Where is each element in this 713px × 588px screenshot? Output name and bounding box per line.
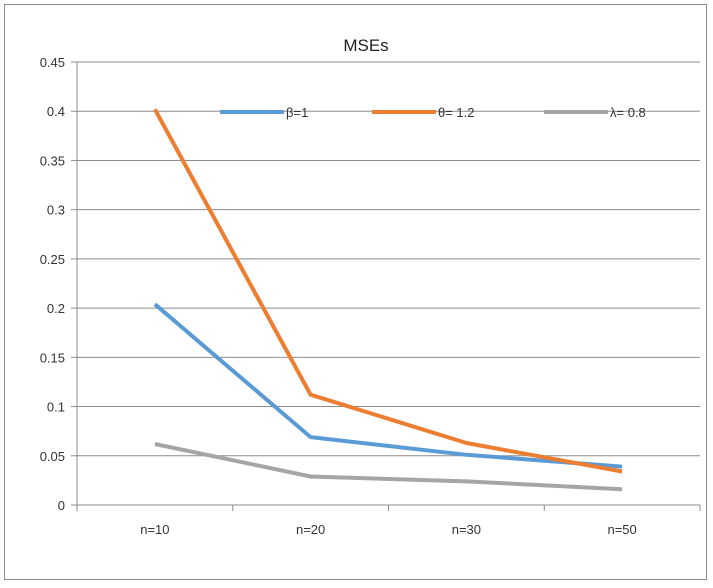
x-tick-labels: n=10 n=20 n=30 n=50 (140, 522, 637, 537)
legend: β=1 θ= 1.2 λ= 0.8 (220, 105, 646, 120)
series-lines (153, 108, 623, 492)
legend-label-2: θ= 1.2 (438, 105, 475, 120)
y-tick-label: 0 (58, 498, 65, 513)
legend-label-1: β=1 (286, 105, 308, 120)
y-tick-label: 0.4 (47, 104, 65, 119)
y-tick-label: 0.15 (40, 350, 65, 365)
y-tick-labels: 0 0.05 0.1 0.15 0.2 0.25 0.3 0.35 0.4 0.45 (40, 55, 65, 513)
x-tick-label: n=50 (607, 522, 636, 537)
x-tick-label: n=30 (452, 522, 481, 537)
y-tick-label: 0.35 (40, 153, 65, 168)
series-line-2 (153, 108, 623, 474)
axes (71, 61, 701, 511)
y-tick-label: 0.2 (47, 301, 65, 316)
chart-title: MSEs (343, 36, 388, 55)
gridlines (77, 61, 700, 457)
chart-frame (4, 4, 707, 580)
series-line-1 (153, 302, 623, 469)
x-tick-label: n=20 (296, 522, 325, 537)
x-tick-label: n=10 (140, 522, 169, 537)
y-tick-label: 0.05 (40, 449, 65, 464)
legend-label-3: λ= 0.8 (610, 105, 646, 120)
series-line-3 (154, 442, 623, 492)
y-tick-label: 0.1 (47, 400, 65, 415)
y-tick-label: 0.3 (47, 203, 65, 218)
y-tick-label: 0.45 (40, 55, 65, 70)
y-tick-label: 0.25 (40, 252, 65, 267)
